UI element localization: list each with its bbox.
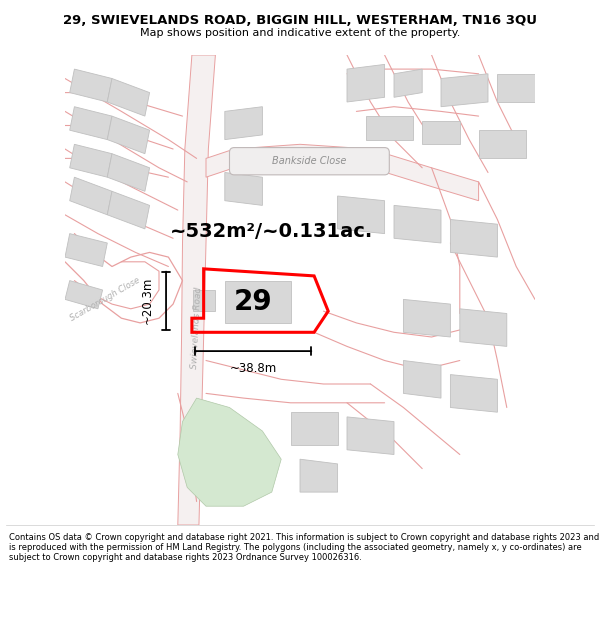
Polygon shape [107, 116, 149, 154]
Text: Scarborough Close: Scarborough Close [68, 276, 142, 323]
Text: Swievelands Road: Swievelands Road [190, 286, 203, 369]
Polygon shape [225, 107, 262, 139]
Text: 29: 29 [233, 288, 272, 316]
Text: ~38.8m: ~38.8m [229, 362, 277, 376]
Text: 29, SWIEVELANDS ROAD, BIGGIN HILL, WESTERHAM, TN16 3QU: 29, SWIEVELANDS ROAD, BIGGIN HILL, WESTE… [63, 14, 537, 27]
Polygon shape [225, 173, 262, 206]
Polygon shape [107, 191, 149, 229]
Text: Bankside Close: Bankside Close [272, 156, 347, 166]
Polygon shape [225, 281, 290, 323]
Text: Contains OS data © Crown copyright and database right 2021. This information is : Contains OS data © Crown copyright and d… [9, 532, 599, 562]
Polygon shape [403, 299, 451, 337]
Polygon shape [290, 412, 338, 445]
Polygon shape [107, 79, 149, 116]
Polygon shape [394, 206, 441, 243]
Polygon shape [347, 64, 385, 102]
Polygon shape [70, 69, 112, 102]
Polygon shape [451, 374, 497, 413]
Polygon shape [206, 144, 479, 201]
Polygon shape [460, 309, 507, 346]
Polygon shape [451, 219, 497, 257]
Polygon shape [65, 234, 107, 266]
Polygon shape [70, 177, 112, 215]
Polygon shape [441, 74, 488, 107]
Polygon shape [193, 290, 215, 311]
Text: ~20.3m: ~20.3m [141, 277, 154, 324]
Polygon shape [70, 144, 112, 177]
FancyBboxPatch shape [229, 148, 389, 175]
Polygon shape [366, 116, 413, 139]
Polygon shape [107, 154, 149, 191]
Polygon shape [178, 55, 215, 525]
Polygon shape [394, 69, 422, 98]
Polygon shape [479, 130, 526, 158]
Polygon shape [338, 196, 385, 234]
Text: ~532m²/~0.131ac.: ~532m²/~0.131ac. [170, 222, 373, 241]
Polygon shape [497, 74, 535, 102]
Polygon shape [70, 107, 112, 139]
Polygon shape [178, 398, 281, 506]
Polygon shape [347, 417, 394, 454]
Polygon shape [65, 281, 103, 309]
Text: Map shows position and indicative extent of the property.: Map shows position and indicative extent… [140, 28, 460, 38]
Polygon shape [422, 121, 460, 144]
Polygon shape [300, 459, 338, 492]
Polygon shape [403, 361, 441, 398]
